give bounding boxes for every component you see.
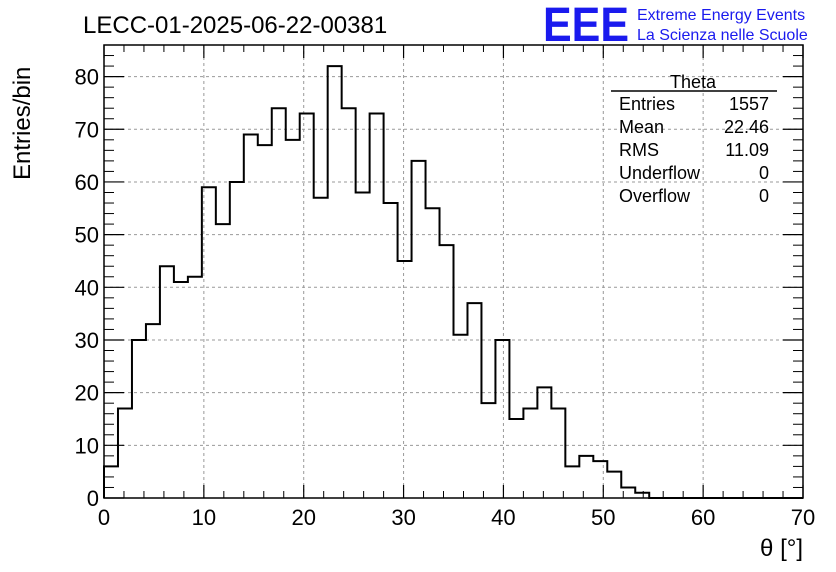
x-tick-label: 60 xyxy=(691,505,715,530)
stats-box: Theta Entries 1557 Mean 22.46 RMS 11.09 Underf… xyxy=(611,72,777,206)
x-tick-label: 70 xyxy=(791,505,815,530)
histogram-bin xyxy=(523,408,537,498)
histogram-bin xyxy=(454,335,468,498)
x-tick-labels: 0 10 20 30 40 50 60 70 xyxy=(98,505,815,530)
histogram-bin xyxy=(467,303,481,498)
stats-value: 11.09 xyxy=(725,140,769,160)
histogram-bin xyxy=(579,456,593,498)
plot-frame xyxy=(103,44,804,499)
histogram-bin xyxy=(244,135,258,498)
histogram-bin xyxy=(314,198,328,498)
histogram-bin xyxy=(356,192,370,498)
histogram-bin xyxy=(509,419,523,498)
x-tick-label: 50 xyxy=(591,505,615,530)
stats-label: Underflow xyxy=(619,163,701,183)
logo-line-2: La Scienza nelle Scuole xyxy=(637,27,808,44)
histogram-bin xyxy=(384,203,398,498)
stats-rows: Entries 1557 Mean 22.46 RMS 11.09 Underflow 0 Ov… xyxy=(619,94,769,206)
y-tick-label: 70 xyxy=(75,117,99,142)
x-tick-label: 30 xyxy=(391,505,415,530)
histogram-bin xyxy=(160,266,174,498)
stats-name: Theta xyxy=(670,72,717,92)
stats-value: 0 xyxy=(759,186,769,206)
logo-line-1: Extreme Energy Events xyxy=(637,7,805,24)
histogram-bin xyxy=(342,108,356,498)
logo-mark: EEE xyxy=(543,0,629,52)
histogram-bin xyxy=(132,340,146,498)
y-tick-label: 60 xyxy=(75,170,99,195)
histogram-bin xyxy=(412,161,426,498)
stats-label: Overflow xyxy=(619,186,691,206)
histogram-bin xyxy=(300,113,314,498)
stats-label: Mean xyxy=(619,117,664,137)
histogram-bin xyxy=(370,113,384,498)
x-tick-label: 20 xyxy=(291,505,315,530)
axis-ticks xyxy=(103,44,804,499)
y-axis-label: Entries/bin xyxy=(9,67,36,180)
histogram-bin xyxy=(607,472,621,498)
grid-lines xyxy=(104,45,803,498)
histogram-bin xyxy=(272,108,286,498)
histogram-bin xyxy=(481,403,495,498)
histogram-bin xyxy=(258,145,272,498)
stats-label: Entries xyxy=(619,94,675,114)
y-tick-labels: 0 10 20 30 40 50 60 70 80 xyxy=(75,65,99,511)
histogram-bin xyxy=(426,208,440,498)
histogram-bin xyxy=(551,408,565,498)
stats-value: 0 xyxy=(759,163,769,183)
stats-value: 1557 xyxy=(729,94,769,114)
histogram-bin xyxy=(593,461,607,498)
histogram-bin xyxy=(495,340,509,498)
y-tick-label: 20 xyxy=(75,381,99,406)
histogram-bin xyxy=(118,408,132,498)
stats-label: RMS xyxy=(619,140,659,160)
eee-logo: EEE Extreme Energy Events La Scienza nel… xyxy=(543,0,808,52)
histogram-outline xyxy=(103,65,803,499)
y-tick-label: 50 xyxy=(75,223,99,248)
y-tick-label: 30 xyxy=(75,328,99,353)
histogram-bin xyxy=(216,224,230,498)
x-tick-label: 10 xyxy=(192,505,216,530)
x-axis-label: θ [°] xyxy=(760,535,803,562)
histogram xyxy=(103,65,803,499)
histogram-bin xyxy=(146,324,160,498)
y-tick-label: 10 xyxy=(75,433,99,458)
histogram-bin xyxy=(398,261,412,498)
histogram-bin xyxy=(537,387,551,498)
histogram-bin xyxy=(188,277,202,498)
histogram-bin xyxy=(565,466,579,498)
chart-title: LECC-01-2025-06-22-00381 xyxy=(83,12,387,39)
x-tick-label: 0 xyxy=(98,505,110,530)
y-tick-label: 80 xyxy=(75,65,99,90)
y-tick-label: 0 xyxy=(87,486,99,511)
histogram-bin xyxy=(104,466,118,498)
histogram-bin xyxy=(174,282,188,498)
histogram-bin xyxy=(440,245,454,498)
histogram-bin xyxy=(328,66,342,498)
stats-value: 22.46 xyxy=(724,117,769,137)
histogram-bin xyxy=(286,140,300,498)
x-tick-label: 40 xyxy=(491,505,515,530)
y-tick-label: 40 xyxy=(75,275,99,300)
